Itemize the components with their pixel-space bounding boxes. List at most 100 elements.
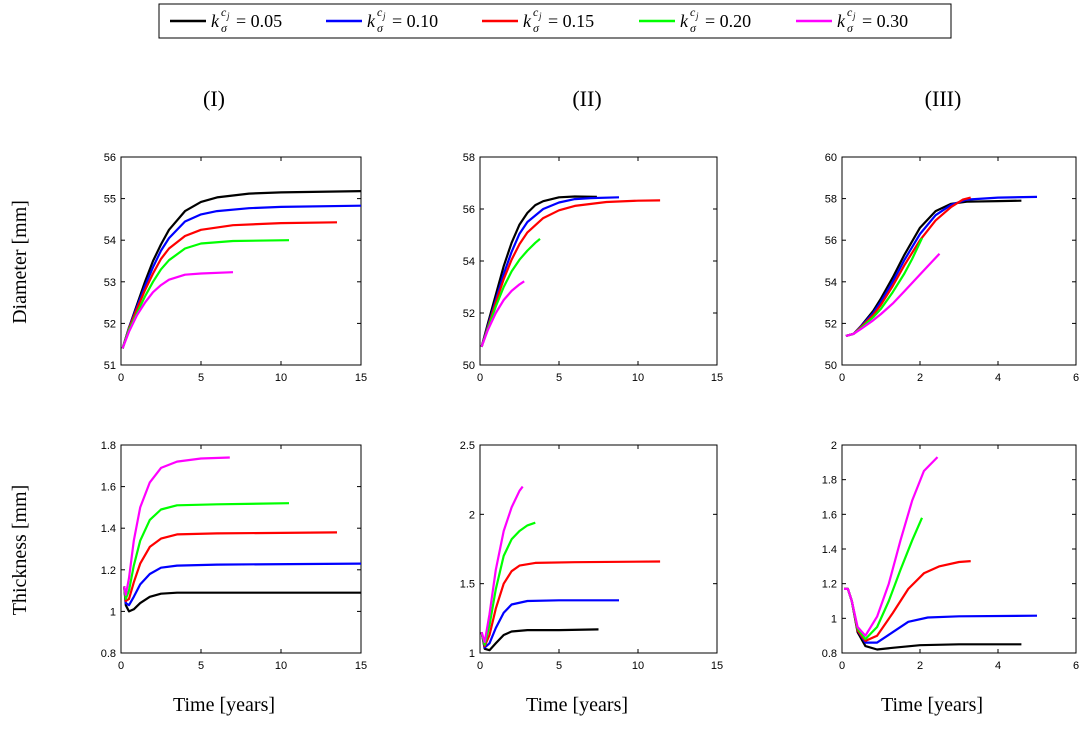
legend-value: = 0.10	[392, 11, 438, 31]
legend-superscript-sub: j	[538, 11, 542, 21]
x-tick-label: 6	[1073, 372, 1079, 384]
series-line-0.30	[123, 456, 230, 596]
x-tick-label: 10	[275, 660, 287, 672]
legend-item: k σc j = 0.20	[639, 5, 751, 35]
y-tick-label: 52	[463, 308, 475, 320]
y-tick-label: 51	[104, 360, 116, 372]
ylabel-diameter: Diameter [mm]	[9, 200, 31, 324]
x-tick-label: 6	[1073, 660, 1079, 672]
y-tick-label: 50	[825, 360, 837, 372]
y-tick-label: 1.6	[822, 509, 837, 521]
y-tick-label: 1.8	[101, 440, 116, 452]
y-tick-label: 0.8	[101, 648, 116, 660]
x-tick-label: 0	[839, 660, 845, 672]
series-line-0.05	[480, 628, 599, 652]
legend-subscript: σ	[847, 21, 854, 35]
series-line-0.20	[480, 238, 541, 348]
legend-superscript: c	[690, 5, 696, 19]
series-line-0.30	[844, 456, 939, 637]
x-tick-label: 2	[917, 660, 923, 672]
legend-value: = 0.05	[236, 11, 282, 31]
series-line-0.10	[480, 599, 619, 649]
plot-area	[120, 156, 362, 366]
series-line-0.10	[123, 562, 362, 607]
series-line-0.20	[123, 502, 290, 600]
x-tick-label: 0	[118, 660, 124, 672]
legend-superscript: c	[377, 5, 383, 19]
series-line-0.20	[845, 237, 923, 337]
x-tick-label: 10	[632, 660, 644, 672]
y-tick-label: 1	[469, 648, 475, 660]
column-title-II: (II)	[572, 86, 601, 111]
series-line-0.20	[480, 521, 536, 646]
y-tick-label: 1.2	[101, 565, 116, 577]
legend-item: k σc j = 0.05	[170, 5, 282, 35]
x-tick-label: 0	[839, 372, 845, 384]
legend-subscript: σ	[221, 21, 228, 35]
series-line-0.05	[123, 586, 361, 613]
legend-superscript-sub: j	[852, 11, 856, 21]
legend-superscript: c	[847, 5, 853, 19]
xlabel-I: Time [years]	[173, 694, 275, 716]
x-tick-label: 5	[556, 660, 562, 672]
series-line-0.30	[480, 485, 524, 643]
series-line-0.30	[845, 252, 941, 337]
chart-panel-thickness-I: 0 5 10 15 0.8 1 1.2 1.4 1.6 1.8	[101, 440, 367, 672]
y-tick-label: 1.4	[101, 523, 116, 535]
legend-subscript: σ	[377, 21, 384, 35]
series-line-0.30	[480, 280, 525, 348]
y-tick-label: 60	[825, 152, 837, 164]
y-tick-label: 1	[110, 606, 116, 618]
x-tick-label: 10	[275, 372, 287, 384]
legend-item: k σc j = 0.10	[326, 5, 438, 35]
series-line-0.05	[844, 587, 1022, 651]
legend-symbol: k	[523, 11, 532, 31]
chart-panel-diameter-III: 0 2 4 6 50 52 54 56 58 60	[825, 152, 1079, 384]
x-tick-label: 2	[917, 372, 923, 384]
legend-symbol: k	[367, 11, 376, 31]
legend-value: = 0.15	[548, 11, 594, 31]
x-tick-label: 4	[995, 660, 1001, 672]
y-tick-label: 56	[463, 204, 475, 216]
legend-symbol: k	[211, 11, 220, 31]
legend-superscript-sub: j	[226, 11, 230, 21]
legend-item: k σc j = 0.30	[796, 5, 908, 35]
series-line-0.05	[480, 195, 597, 348]
y-tick-label: 0.8	[822, 648, 837, 660]
y-tick-label: 52	[104, 318, 116, 330]
y-tick-label: 58	[463, 152, 475, 164]
series-line-0.15	[121, 221, 338, 349]
plot-area	[841, 156, 1077, 366]
y-tick-label: 50	[463, 360, 475, 372]
legend-value: = 0.20	[705, 11, 751, 31]
y-tick-label: 56	[104, 152, 116, 164]
y-tick-label: 1.6	[101, 482, 116, 494]
y-tick-label: 1.4	[822, 544, 837, 556]
x-tick-label: 15	[711, 660, 723, 672]
y-tick-label: 55	[104, 194, 116, 206]
xlabel-II: Time [years]	[526, 694, 628, 716]
x-tick-label: 4	[995, 372, 1001, 384]
chart-panel-diameter-II: 0 5 10 15 50 52 54 56 58	[463, 152, 723, 384]
legend: k σc j = 0.05 k σc j = 0.10 k σc j = 0.15 k σc j = 0.20…	[158, 3, 952, 39]
chart-panel-thickness-III: 0 2 4 6 0.8 1 1.2 1.4 1.6 1.8 2	[822, 440, 1079, 672]
series-line-0.15	[123, 531, 338, 603]
x-tick-label: 15	[355, 372, 367, 384]
column-title-I: (I)	[203, 86, 225, 111]
y-tick-label: 52	[825, 318, 837, 330]
legend-superscript: c	[221, 5, 227, 19]
y-tick-label: 1.8	[822, 475, 837, 487]
x-tick-label: 10	[632, 372, 644, 384]
series-line-0.05	[121, 190, 362, 349]
x-tick-label: 5	[556, 372, 562, 384]
plot-area	[120, 444, 362, 654]
series-line-0.10	[121, 204, 362, 349]
x-tick-label: 5	[198, 372, 204, 384]
y-tick-label: 58	[825, 194, 837, 206]
y-tick-label: 56	[825, 235, 837, 247]
y-tick-label: 2	[831, 440, 837, 452]
plot-area	[479, 444, 718, 654]
legend-value: = 0.30	[862, 11, 908, 31]
